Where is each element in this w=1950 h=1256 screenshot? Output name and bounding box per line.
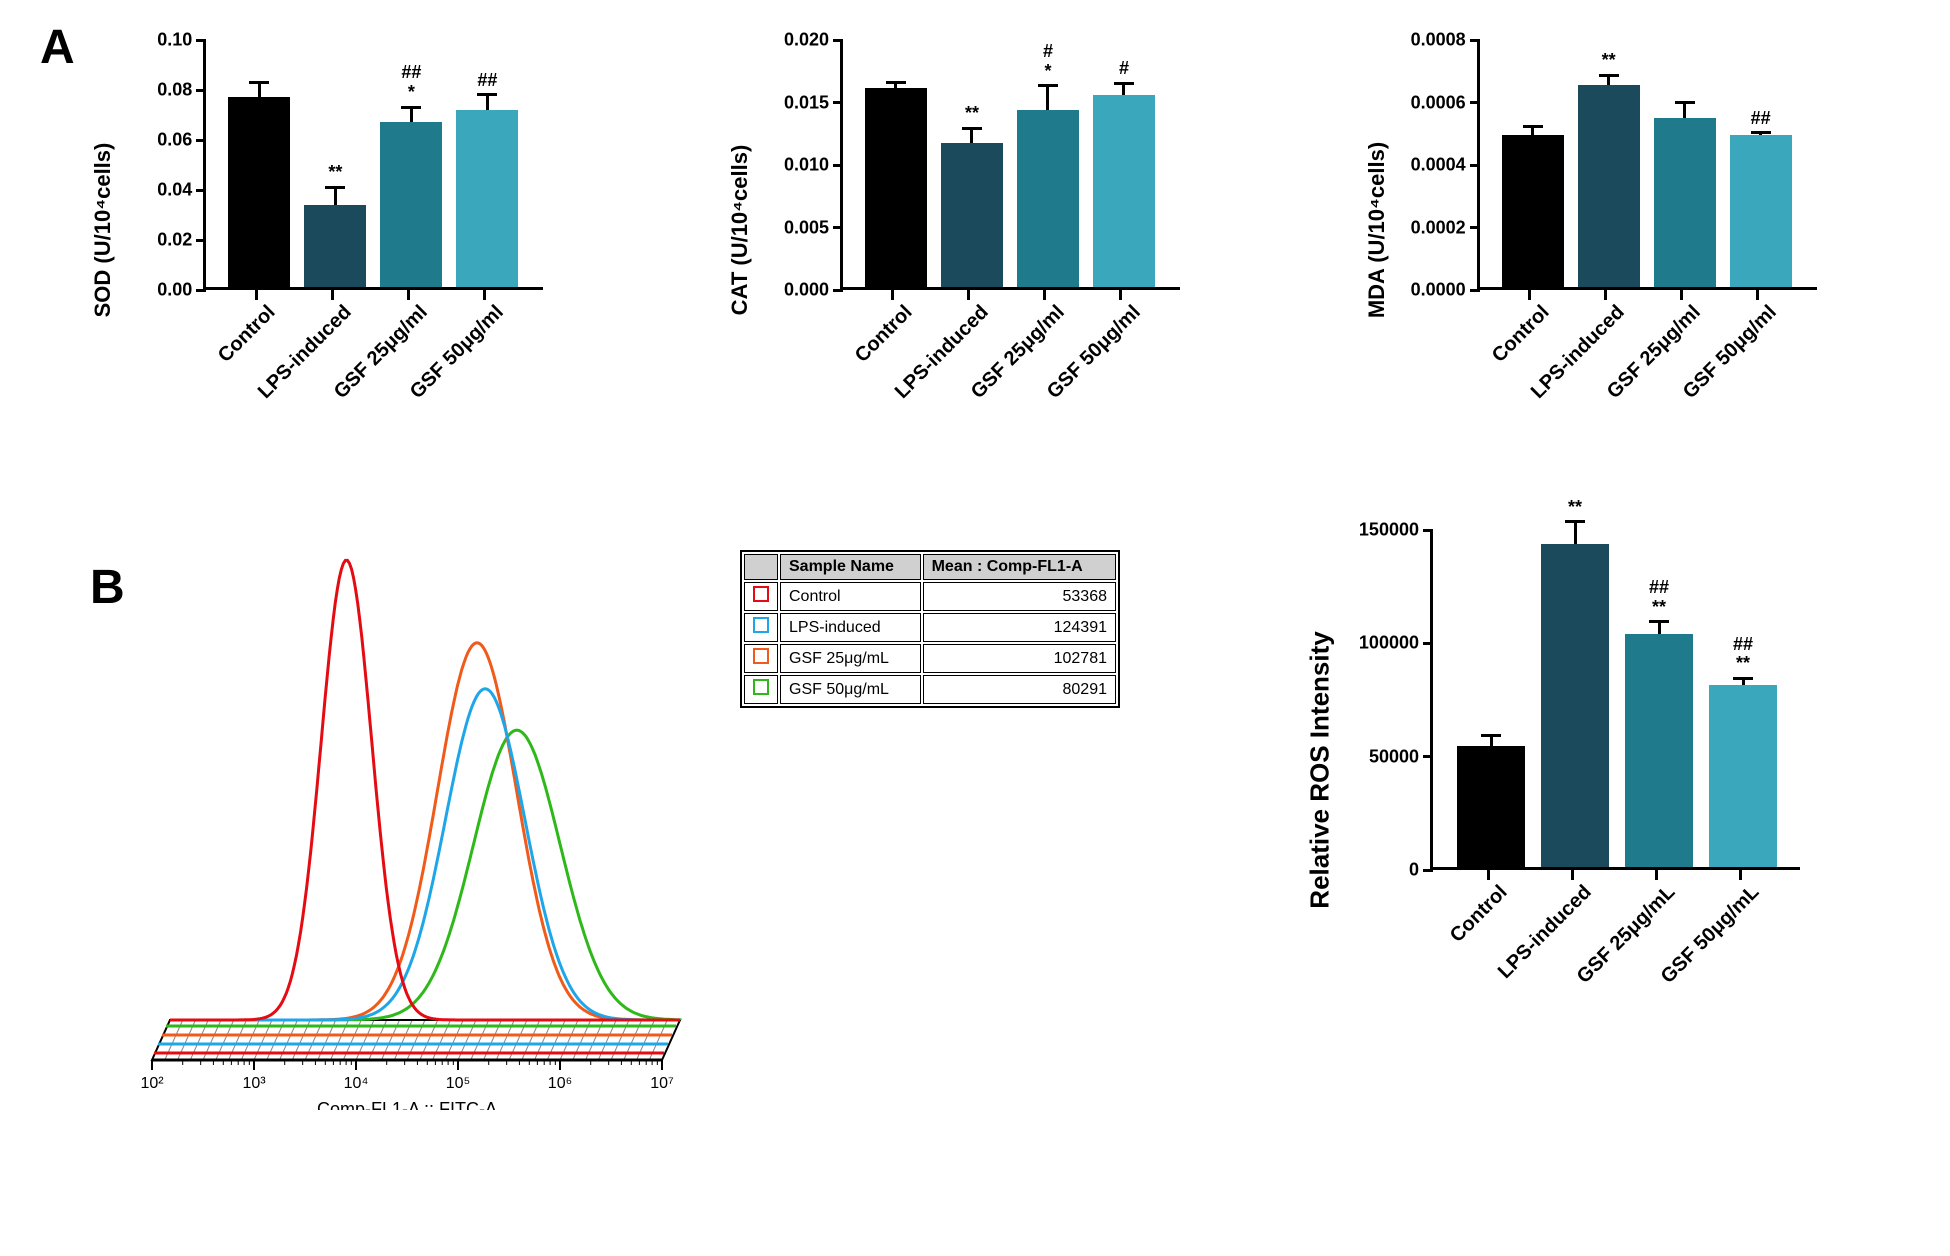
sample-mean: 102781 (923, 644, 1116, 673)
plot-area: 050000100000150000**##**##** (1430, 530, 1800, 870)
sig-marker: ##** (1733, 635, 1753, 675)
y-tick-label: 150000 (1359, 520, 1433, 541)
bar: ** (304, 205, 366, 288)
sig-marker: ## (477, 71, 497, 91)
sample-name: Control (780, 582, 921, 611)
legend-swatch (753, 586, 769, 602)
x-tick-label: Control (1446, 881, 1513, 948)
y-tick-label: 0.0006 (1411, 92, 1480, 113)
bar: ## (1730, 135, 1792, 287)
x-tick-label: Control (1487, 301, 1554, 368)
bar (865, 88, 927, 287)
y-tick-label: 0.06 (157, 130, 206, 151)
flow-curve (170, 730, 680, 1020)
bar: ** (1578, 85, 1640, 287)
flow-legend-table: Sample NameMean : Comp-FL1-A Control5336… (740, 550, 1120, 708)
legend-swatch (753, 648, 769, 664)
y-axis-label: Relative ROS Intensity (1305, 631, 1336, 908)
bar: ** (941, 143, 1003, 287)
sig-marker: ##* (401, 63, 421, 103)
figure: A SOD (U/10⁴cells)0.000.020.040.060.080.… (20, 20, 1930, 1236)
bar: ##** (1709, 685, 1777, 867)
y-tick-label: 0.08 (157, 80, 206, 101)
x-tick-label: 10⁶ (548, 1075, 572, 1092)
bar: ** (1541, 544, 1609, 867)
bar (228, 97, 290, 287)
x-tick-label: 10⁷ (650, 1075, 674, 1092)
y-tick-label: 0.10 (157, 30, 206, 51)
sig-marker: #* (1043, 42, 1053, 82)
flow-curve (170, 560, 680, 1020)
sample-name: GSF 25μg/mL (780, 644, 921, 673)
sig-marker: ** (965, 104, 979, 124)
legend-swatch (753, 679, 769, 695)
sig-marker: ##** (1649, 578, 1669, 618)
y-tick-label: 100000 (1359, 633, 1433, 654)
bar: ##* (380, 122, 442, 287)
mda-chart: MDA (U/10⁴cells)0.00000.00020.00040.0006… (1387, 30, 1837, 430)
panel-b-row: 10² 10³ 10⁴ 10⁵ 10⁶ 10⁷Comp-FL1-A :: FITC-A S… (20, 550, 1930, 1230)
panel-a-row: SOD (U/10⁴cells) 0.00 0.02 0.04 0.06 0.08 0.10… (20, 30, 1930, 450)
x-tick-label: 10³ (242, 1075, 266, 1092)
sig-marker: ** (1602, 51, 1616, 71)
sig-marker: ## (1751, 109, 1771, 129)
bar (1457, 746, 1525, 867)
sample-name: LPS-induced (780, 613, 921, 642)
y-tick-label: 0.015 (784, 92, 843, 113)
cat-chart: CAT (U/10⁴cells)0.0000.0050.0100.0150.02… (750, 30, 1200, 430)
table-row: GSF 50μg/mL80291 (744, 675, 1116, 704)
sample-mean: 80291 (923, 675, 1116, 704)
plot-area: 0.000.020.040.060.080.10**##*## (203, 40, 543, 290)
y-axis-label: SOD (U/10⁴cells) (90, 143, 116, 318)
y-tick-label: 0.0000 (1411, 280, 1480, 301)
table-row: Control53368 (744, 582, 1116, 611)
sig-marker: ** (328, 163, 342, 183)
x-tick-label: 10⁴ (344, 1075, 369, 1092)
x-tick-label: Control (851, 301, 918, 368)
x-tick-label: 10² (140, 1075, 164, 1092)
bar (1654, 118, 1716, 287)
y-tick-label: 50000 (1369, 746, 1433, 767)
plot-area: 0.0000.0050.0100.0150.020**#*# (840, 40, 1180, 290)
table-row: GSF 25μg/mL102781 (744, 644, 1116, 673)
sample-name: GSF 50μg/mL (780, 675, 921, 704)
sample-mean: 53368 (923, 582, 1116, 611)
y-tick-label: 0.020 (784, 30, 843, 51)
flow-curve (170, 643, 680, 1020)
y-tick-label: 0.005 (784, 217, 843, 238)
flow-svg: 10² 10³ 10⁴ 10⁵ 10⁶ 10⁷Comp-FL1-A :: FITC-A (140, 550, 690, 1110)
legend-swatch (753, 617, 769, 633)
sig-marker: # (1119, 59, 1129, 79)
sod-chart: SOD (U/10⁴cells)0.000.020.040.060.080.10… (113, 30, 563, 430)
plot-area: 0.00000.00020.00040.00060.0008**## (1477, 40, 1817, 290)
table-header: Sample Name (780, 554, 921, 580)
y-axis-label: CAT (U/10⁴cells) (727, 145, 753, 316)
y-tick-label: 0.000 (784, 280, 843, 301)
bar: #* (1017, 110, 1079, 288)
ros-chart: Relative ROS Intensity050000100000150000… (1330, 520, 1810, 1020)
flow-histogram: 10² 10³ 10⁴ 10⁵ 10⁶ 10⁷Comp-FL1-A :: FITC-A (140, 550, 690, 1150)
y-tick-label: 0.0008 (1411, 30, 1480, 51)
y-tick-label: 0.0004 (1411, 155, 1480, 176)
y-tick-label: 0.04 (157, 180, 206, 201)
bar: # (1093, 95, 1155, 288)
x-tick-label: 10⁵ (446, 1075, 470, 1092)
sample-mean: 124391 (923, 613, 1116, 642)
y-tick-label: 0.010 (784, 155, 843, 176)
y-tick-label: 0.0002 (1411, 217, 1480, 238)
bar: ## (456, 110, 518, 288)
sig-marker: ** (1568, 498, 1582, 518)
bar: ##** (1625, 634, 1693, 867)
x-tick-label: Control (214, 301, 281, 368)
x-axis-label: Comp-FL1-A :: FITC-A (317, 1099, 497, 1110)
table-header: Mean : Comp-FL1-A (923, 554, 1116, 580)
bar (1502, 135, 1564, 287)
table-row: LPS-induced124391 (744, 613, 1116, 642)
y-axis-label: MDA (U/10⁴cells) (1364, 142, 1390, 318)
y-tick-label: 0.00 (157, 280, 206, 301)
y-tick-label: 0.02 (157, 230, 206, 251)
table-header (744, 554, 778, 580)
